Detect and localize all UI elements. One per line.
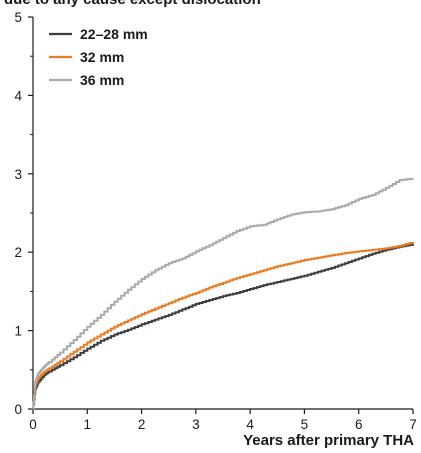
y-tick-label: 0 — [14, 402, 22, 417]
y-tick-label: 3 — [14, 167, 22, 182]
x-tick-label: 2 — [138, 417, 146, 432]
legend-label-1: 22–28 mm — [80, 26, 148, 42]
series-layer — [32, 177, 414, 410]
chart-title: due to any cause except dislocation — [4, 0, 261, 8]
x-axis-title: Years after primary THA — [243, 432, 414, 449]
x-tick-label: 0 — [29, 417, 37, 432]
x-tick-label: 4 — [246, 417, 254, 432]
series-line-3 — [32, 177, 414, 410]
axes: 0 1 2 3 4 5 0 1 2 3 4 5 6 7 — [14, 10, 416, 432]
x-tick-label: 5 — [301, 417, 309, 432]
y-tick-label: 4 — [14, 88, 22, 103]
x-tick-label: 3 — [192, 417, 200, 432]
legend: 22–28 mm 32 mm 36 mm — [49, 26, 148, 88]
legend-label-3: 36 mm — [80, 72, 124, 88]
x-tick-label: 6 — [355, 417, 363, 432]
series-line-2 — [32, 242, 414, 410]
x-tick-label: 7 — [409, 417, 417, 432]
y-tick-label: 1 — [14, 324, 22, 339]
y-tick-label: 5 — [14, 10, 22, 25]
y-tick-label: 2 — [14, 245, 22, 260]
series-line-1 — [32, 243, 414, 410]
x-tick-label: 1 — [84, 417, 92, 432]
legend-label-2: 32 mm — [80, 49, 124, 65]
